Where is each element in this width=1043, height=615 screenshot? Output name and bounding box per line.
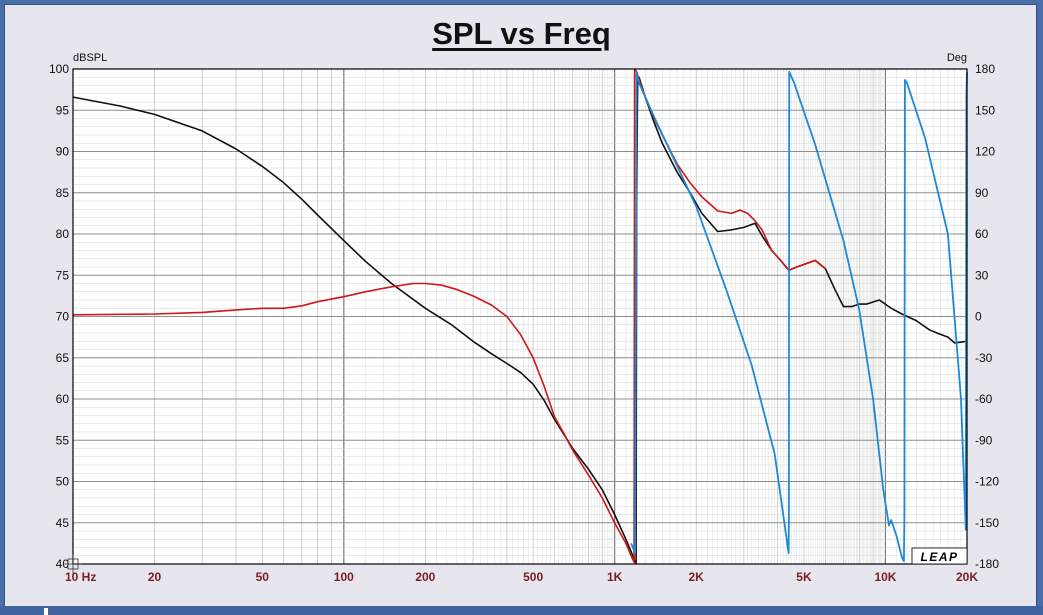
bar-notch (44, 608, 48, 615)
y-tick-label: 85 (56, 186, 70, 200)
leap-watermark: LEAP (911, 547, 968, 565)
y-axis-right: 180 150 120 90 60 30 0 -30 -60 -90 -120 -150 -180 (975, 62, 999, 571)
series-line-3 (630, 70, 968, 563)
x-axis: 10 Hz 20 50 100 200 500 1K 2K 5K 10K 20K (65, 570, 978, 584)
grid (73, 68, 968, 565)
x-tick-label: 500 (523, 570, 543, 584)
y-tick-label: 100 (49, 62, 69, 76)
x-tick-label: 10K (874, 570, 896, 584)
x-tick-label: 1K (607, 570, 623, 584)
cursor-crosshair-icon[interactable] (63, 554, 83, 574)
y-right-tick-label: -90 (975, 433, 993, 447)
y-right-tick-label: -60 (975, 392, 993, 406)
series-layer (72, 68, 968, 565)
y-right-tick-label: 150 (975, 103, 995, 117)
y-right-unit: Deg (947, 52, 967, 64)
chart-title: SPL vs Freq (432, 16, 611, 51)
x-tick-label: 20K (956, 570, 978, 584)
y-right-tick-label: 90 (975, 186, 989, 200)
x-tick-label: 50 (256, 570, 270, 584)
y-tick-label: 45 (56, 516, 70, 530)
y-tick-label: 60 (56, 392, 70, 406)
x-tick-label: 2K (689, 570, 705, 584)
y-tick-label: 65 (56, 351, 70, 365)
y-tick-label: 70 (56, 310, 70, 324)
y-right-tick-label: 30 (975, 268, 989, 282)
window-bottom-bar (0, 606, 1043, 615)
y-right-tick-label: -180 (975, 557, 999, 571)
x-tick-label: 100 (334, 570, 354, 584)
x-tick-label: 200 (415, 570, 435, 584)
x-tick-label: 20 (148, 570, 162, 584)
leap-logo-text: LEAP (920, 550, 958, 564)
y-right-tick-label: 180 (975, 62, 995, 76)
y-right-tick-label: -150 (975, 516, 999, 530)
x-tick-label: 10 Hz (65, 570, 96, 584)
y-tick-label: 75 (56, 268, 70, 282)
y-tick-label: 50 (56, 475, 70, 489)
y-axis-left: 100 95 90 85 80 75 70 65 60 55 50 45 40 (49, 62, 69, 571)
y-tick-label: 80 (56, 227, 70, 241)
y-right-tick-label: -120 (975, 475, 999, 489)
y-right-tick-label: 120 (975, 145, 995, 159)
y-right-tick-label: 0 (975, 310, 982, 324)
plot-border (72, 68, 968, 565)
y-tick-label: 55 (56, 433, 70, 447)
series-line-2 (72, 68, 826, 564)
y-tick-label: 90 (56, 145, 70, 159)
y-right-tick-label: 60 (975, 227, 989, 241)
x-tick-label: 5K (796, 570, 812, 584)
y-left-unit: dBSPL (73, 52, 107, 64)
y-tick-label: 95 (56, 103, 70, 117)
y-right-tick-label: -30 (975, 351, 993, 365)
y-tick-label: 40 (56, 557, 70, 571)
